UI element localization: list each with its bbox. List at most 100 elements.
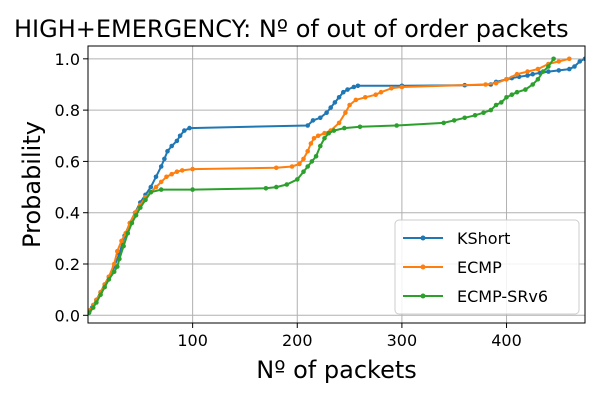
data-point-ecmp-srv6 bbox=[301, 169, 306, 174]
data-point-ecmp-srv6 bbox=[133, 213, 139, 218]
data-point-ecmp-srv6 bbox=[441, 120, 447, 126]
data-point-ecmp-srv6 bbox=[98, 292, 103, 298]
data-point-ecmp bbox=[373, 92, 379, 97]
data-point-ecmp-srv6 bbox=[357, 124, 363, 130]
data-point-ecmp-srv6 bbox=[125, 230, 131, 236]
data-point-ecmp bbox=[274, 165, 279, 171]
data-point-ecmp-srv6 bbox=[504, 95, 509, 100]
data-point-ecmp-srv6 bbox=[263, 186, 269, 191]
data-point-ecmp bbox=[514, 71, 520, 77]
data-point-ecmp-srv6 bbox=[514, 89, 520, 95]
data-point-ecmp-srv6 bbox=[530, 82, 535, 87]
chart-title: HIGH+EMERGENCY: Nº of out of order packe… bbox=[14, 15, 569, 43]
data-point-ecmp bbox=[153, 184, 159, 190]
data-point-ecmp-srv6 bbox=[111, 269, 117, 275]
data-point-ecmp bbox=[483, 82, 488, 87]
data-point-ecmp-srv6 bbox=[509, 92, 515, 97]
data-point-ecmp-srv6 bbox=[309, 159, 315, 164]
data-point-ecmp bbox=[343, 110, 348, 115]
y-tick-label: 0.0 bbox=[55, 306, 80, 325]
data-point-ecmp-srv6 bbox=[481, 110, 486, 115]
data-point-kshort bbox=[169, 143, 174, 149]
data-point-kshort bbox=[341, 89, 346, 95]
legend-label-ecmp-srv6: ECMP-SRv6 bbox=[457, 287, 548, 306]
data-point-kshort bbox=[345, 87, 350, 92]
data-point-ecmp bbox=[190, 166, 195, 172]
data-point-kshort bbox=[577, 59, 583, 64]
y-tick-label: 0.2 bbox=[55, 255, 80, 274]
data-point-kshort bbox=[153, 174, 159, 180]
data-point-kshort bbox=[324, 110, 329, 115]
data-point-ecmp-srv6 bbox=[540, 69, 546, 74]
data-point-ecmp bbox=[119, 238, 124, 244]
data-point-ecmp bbox=[179, 168, 185, 173]
data-point-ecmp bbox=[164, 174, 169, 180]
data-point-ecmp bbox=[174, 169, 180, 174]
legend: KShort ECMP ECMP-SRv6 bbox=[394, 219, 580, 315]
data-point-ecmp bbox=[493, 80, 499, 86]
data-point-ecmp bbox=[169, 171, 174, 177]
data-point-ecmp-srv6 bbox=[158, 187, 164, 192]
data-point-kshort bbox=[187, 125, 192, 131]
data-point-kshort bbox=[582, 56, 585, 62]
data-point-kshort bbox=[567, 66, 572, 72]
data-point-ecmp-srv6 bbox=[88, 310, 92, 315]
legend-label-kshort: KShort bbox=[457, 229, 510, 248]
data-point-kshort bbox=[572, 64, 577, 69]
data-point-ecmp-srv6 bbox=[331, 128, 337, 133]
x-tick-label: 300 bbox=[387, 331, 418, 350]
data-point-ecmp-srv6 bbox=[143, 197, 148, 203]
data-point-ecmp-srv6 bbox=[90, 305, 96, 310]
legend-marker-kshort bbox=[420, 235, 426, 241]
data-point-ecmp bbox=[556, 59, 562, 64]
data-point-ecmp-srv6 bbox=[106, 277, 112, 282]
data-point-ecmp bbox=[389, 86, 394, 91]
data-point-ecmp-srv6 bbox=[102, 284, 107, 290]
data-point-ecmp-srv6 bbox=[148, 189, 154, 195]
data-point-ecmp-srv6 bbox=[274, 184, 279, 190]
data-point-ecmp bbox=[158, 179, 164, 185]
data-point-kshort bbox=[165, 148, 170, 154]
legend-marker-ecmp bbox=[420, 264, 426, 270]
data-point-kshort bbox=[182, 128, 187, 133]
data-point-kshort bbox=[174, 138, 180, 144]
y-axis-label: Probability bbox=[18, 121, 46, 248]
data-point-kshort bbox=[148, 184, 154, 190]
data-point-kshort bbox=[525, 73, 530, 78]
series-layer bbox=[88, 56, 585, 315]
data-point-ecmp bbox=[311, 136, 317, 141]
data-point-ecmp bbox=[115, 248, 120, 254]
data-point-ecmp-srv6 bbox=[138, 205, 143, 210]
data-point-ecmp bbox=[315, 133, 321, 139]
data-point-ecmp-srv6 bbox=[313, 154, 319, 159]
data-point-ecmp-srv6 bbox=[488, 107, 494, 113]
legend-item-ecmp: ECMP bbox=[403, 258, 502, 277]
data-point-kshort bbox=[530, 71, 535, 77]
data-point-ecmp bbox=[308, 141, 314, 146]
data-point-ecmp bbox=[347, 102, 352, 108]
data-point-ecmp-srv6 bbox=[462, 115, 468, 121]
x-tick-label: 200 bbox=[282, 331, 313, 350]
data-point-ecmp-srv6 bbox=[295, 177, 300, 182]
data-point-ecmp-srv6 bbox=[284, 182, 290, 187]
data-point-ecmp-srv6 bbox=[546, 64, 551, 69]
data-point-ecmp bbox=[289, 164, 295, 169]
data-point-ecmp bbox=[297, 161, 302, 167]
data-point-kshort bbox=[332, 100, 338, 105]
data-point-ecmp-srv6 bbox=[326, 130, 332, 136]
legend-marker-ecmp-srv6 bbox=[420, 293, 426, 299]
data-point-ecmp bbox=[399, 84, 405, 90]
data-point-ecmp-srv6 bbox=[499, 100, 504, 105]
data-point-kshort bbox=[336, 95, 342, 100]
data-point-ecmp-srv6 bbox=[535, 77, 541, 82]
data-point-ecmp bbox=[111, 261, 117, 267]
legend-item-ecmp-srv6: ECMP-SRv6 bbox=[403, 287, 548, 306]
data-point-ecmp bbox=[535, 66, 541, 72]
data-point-ecmp bbox=[378, 89, 384, 95]
legend-item-kshort: KShort bbox=[403, 229, 510, 248]
series-ecmp-srv6 bbox=[88, 56, 556, 315]
legend-label-ecmp: ECMP bbox=[457, 258, 502, 277]
data-point-kshort bbox=[355, 83, 361, 89]
data-point-ecmp-srv6 bbox=[318, 143, 323, 149]
